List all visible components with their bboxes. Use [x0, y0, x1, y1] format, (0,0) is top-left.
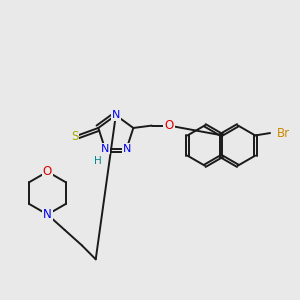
Text: Br: Br: [277, 127, 290, 140]
Text: N: N: [112, 110, 120, 120]
Text: N: N: [122, 144, 131, 154]
Text: N: N: [101, 144, 109, 154]
Text: O: O: [43, 165, 52, 178]
Text: H: H: [94, 156, 101, 166]
Text: O: O: [164, 119, 174, 132]
Text: N: N: [43, 208, 52, 221]
Text: S: S: [71, 130, 78, 143]
